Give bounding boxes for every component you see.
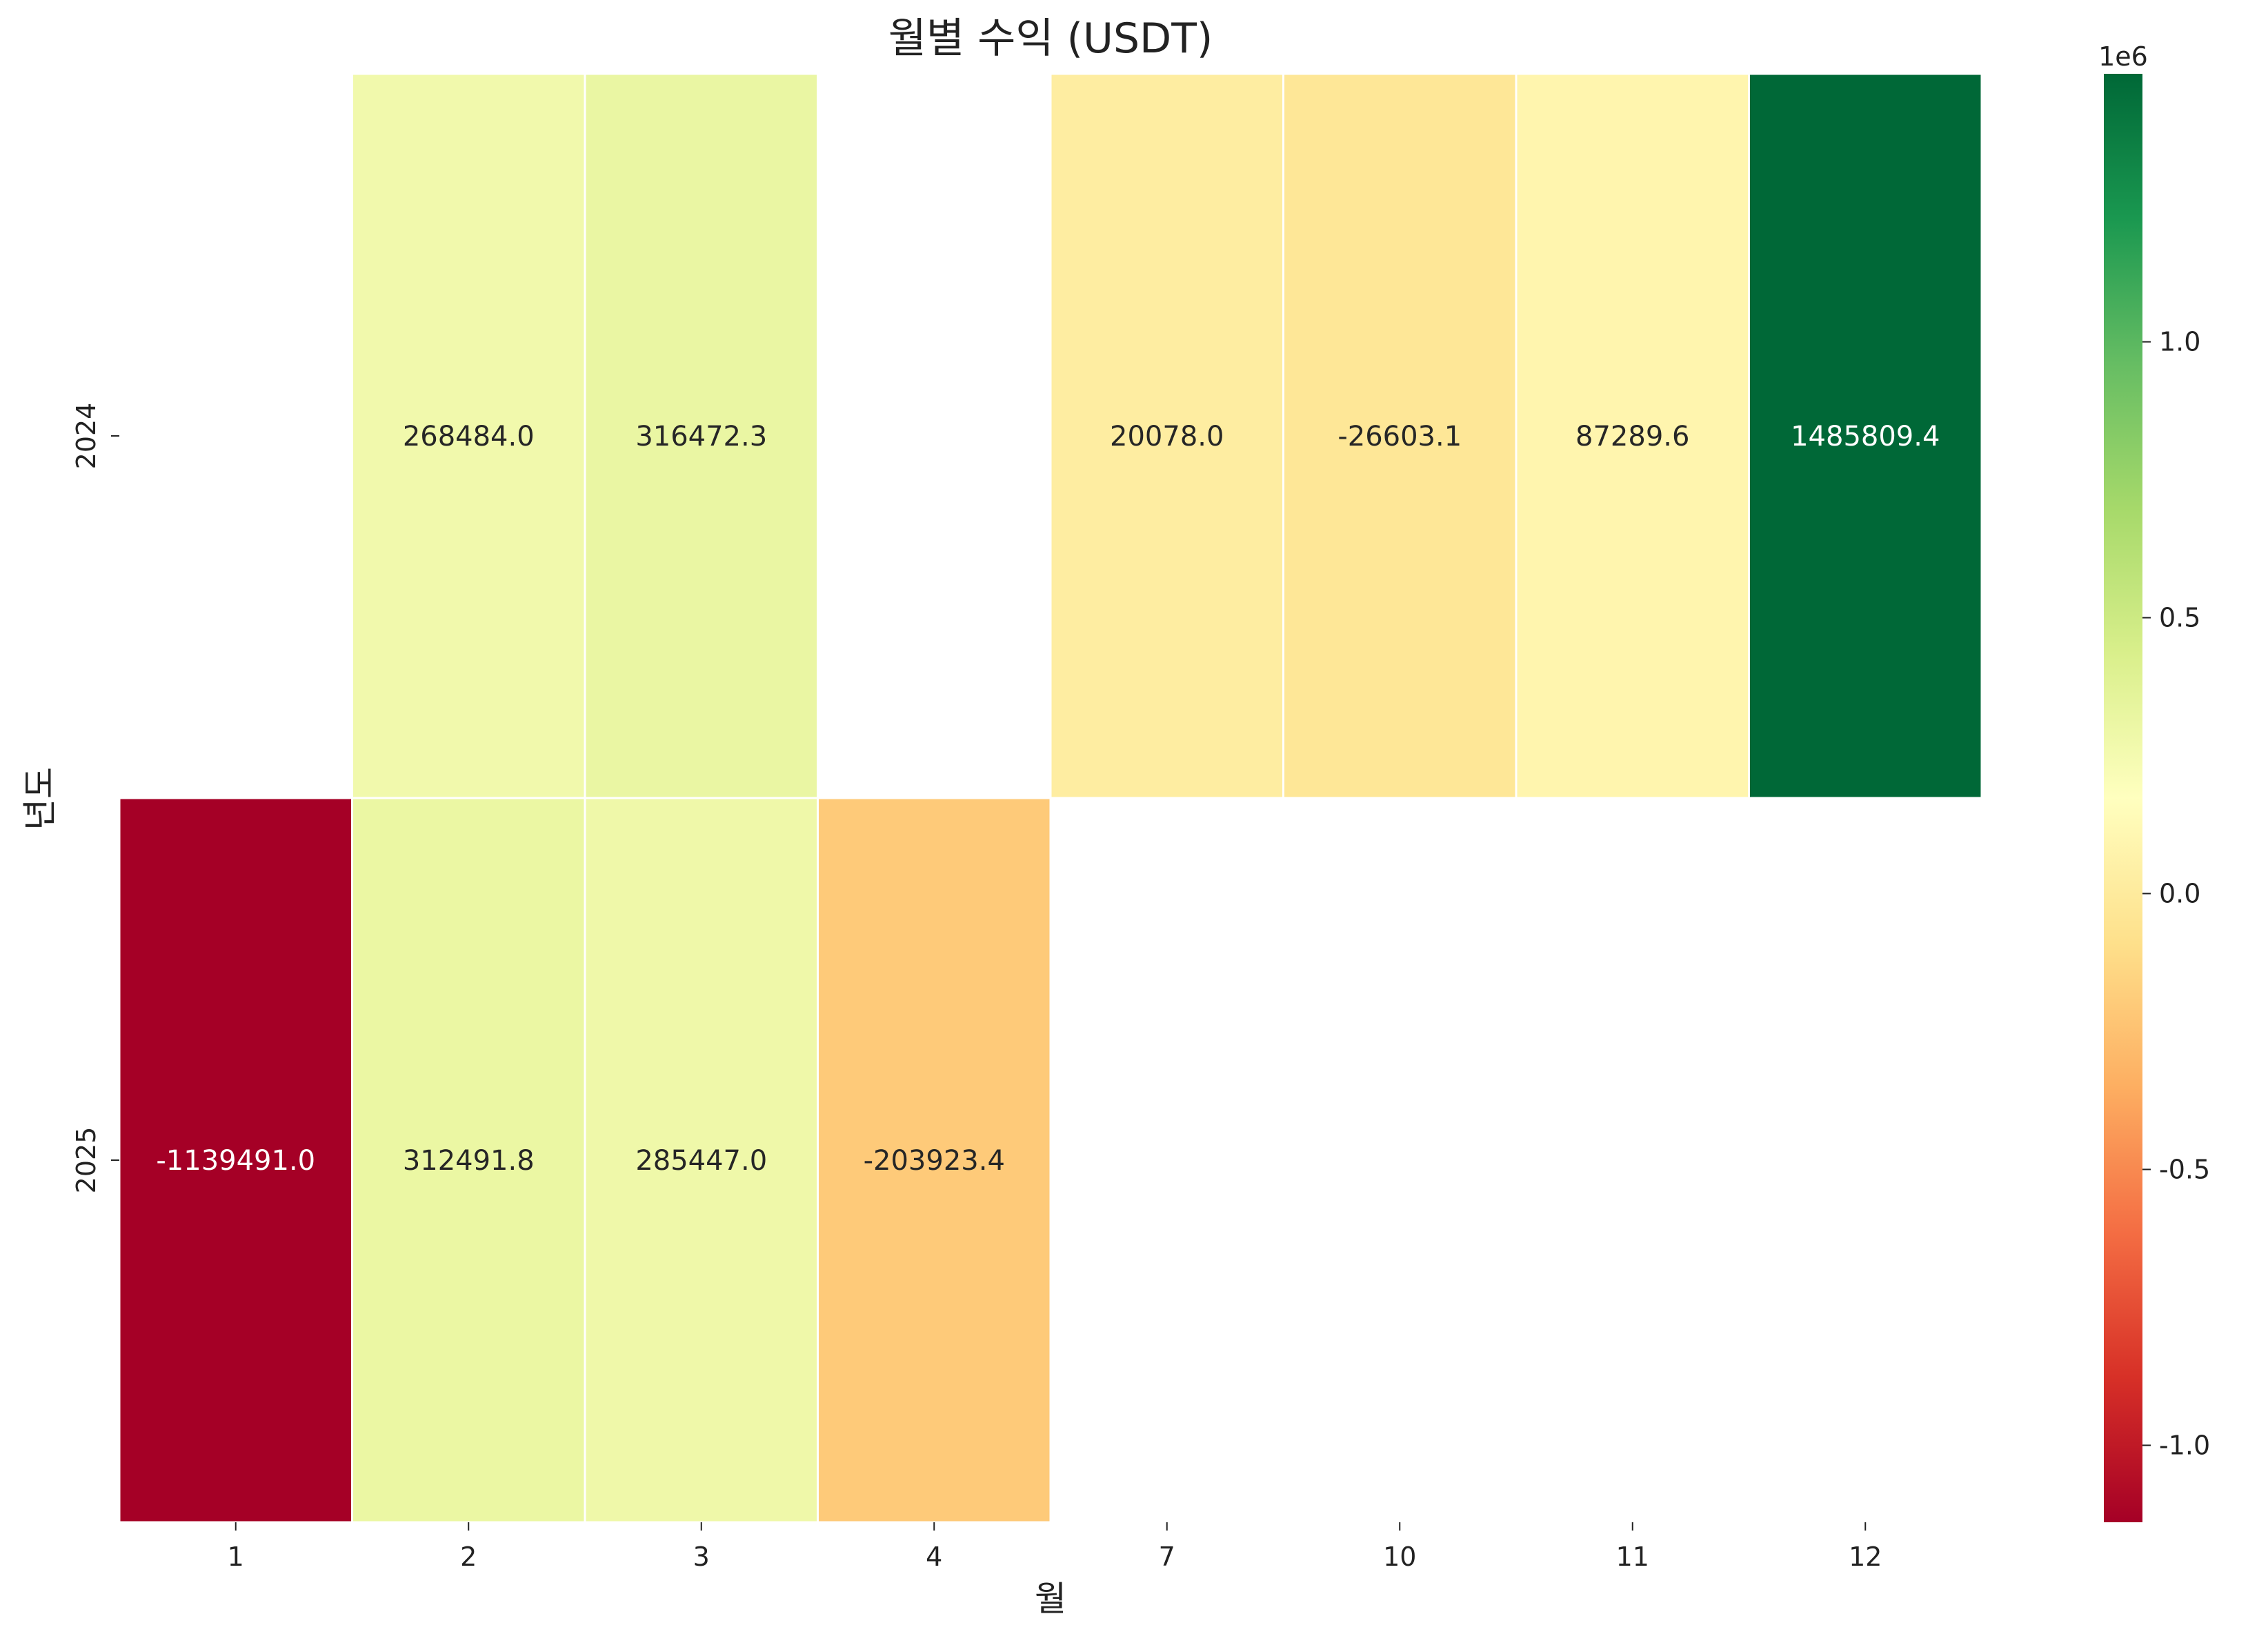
heatmap-cell bbox=[1515, 72, 1750, 799]
colorbar-scale-label: 1e6 bbox=[2098, 41, 2148, 72]
colorbar-gradient bbox=[2104, 74, 2142, 1522]
heatmap-cell bbox=[817, 797, 1052, 1524]
x-tick-label: 4 bbox=[926, 1542, 942, 1572]
heatmap-cell bbox=[118, 797, 353, 1524]
heatmap-cell bbox=[351, 797, 586, 1524]
colorbar-tick-label: -1.0 bbox=[2159, 1430, 2210, 1460]
cell-value-label: 87289.6 bbox=[1575, 421, 1689, 452]
x-axis-title: 월 bbox=[1035, 1579, 1066, 1619]
heatmap-cell bbox=[1049, 72, 1284, 799]
y-axis: 2024 2025 bbox=[71, 403, 119, 1194]
heatmap-cell-labels: 268484.0 316472.3 20078.0 -26603.1 87289.6 14… bbox=[156, 421, 1940, 1177]
colorbar-tick-label: 0.5 bbox=[2159, 603, 2200, 633]
x-tick-label: 3 bbox=[693, 1542, 710, 1572]
chart-title: 월별 수익 (USDT) bbox=[888, 14, 1213, 63]
x-tick-label: 2 bbox=[460, 1542, 477, 1572]
x-axis: 1 2 3 4 7 10 11 12 bbox=[228, 1522, 1882, 1572]
heatmap-cell bbox=[584, 72, 819, 799]
heatmap-cell bbox=[1748, 72, 1983, 799]
x-tick-label: 1 bbox=[228, 1542, 244, 1572]
x-tick-label: 12 bbox=[1849, 1542, 1882, 1572]
colorbar-tick-label: -0.5 bbox=[2159, 1154, 2210, 1184]
x-tick-label: 7 bbox=[1159, 1542, 1175, 1572]
y-axis-title: 년도 bbox=[20, 767, 60, 830]
cell-value-label: 312491.8 bbox=[403, 1145, 535, 1177]
cell-value-label: -26603.1 bbox=[1337, 421, 1462, 452]
cell-value-label: 316472.3 bbox=[635, 421, 767, 452]
heatmap-cell bbox=[351, 72, 586, 799]
x-tick-label: 10 bbox=[1383, 1542, 1416, 1572]
colorbar-ticks: -1.0 -0.5 0.0 0.5 1.0 bbox=[2142, 327, 2210, 1460]
heatmap-cells bbox=[118, 72, 1983, 1524]
y-tick-label: 2025 bbox=[71, 1127, 101, 1194]
heatmap-cell bbox=[1282, 72, 1518, 799]
cell-value-label: 285447.0 bbox=[635, 1145, 767, 1177]
colorbar: 1e6 -1.0 -0.5 0.0 0.5 1.0 bbox=[2098, 41, 2210, 1522]
x-tick-label: 11 bbox=[1616, 1542, 1649, 1572]
colorbar-tick-label: 0.0 bbox=[2159, 879, 2200, 909]
colorbar-tick-label: 1.0 bbox=[2159, 327, 2200, 357]
cell-value-label: 20078.0 bbox=[1110, 421, 1224, 452]
cell-value-label: 268484.0 bbox=[403, 421, 535, 452]
y-tick-label: 2024 bbox=[71, 403, 101, 470]
cell-value-label: 1485809.4 bbox=[1791, 421, 1940, 452]
cell-value-label: -203923.4 bbox=[864, 1145, 1005, 1177]
cell-value-label: -1139491.0 bbox=[156, 1145, 315, 1177]
